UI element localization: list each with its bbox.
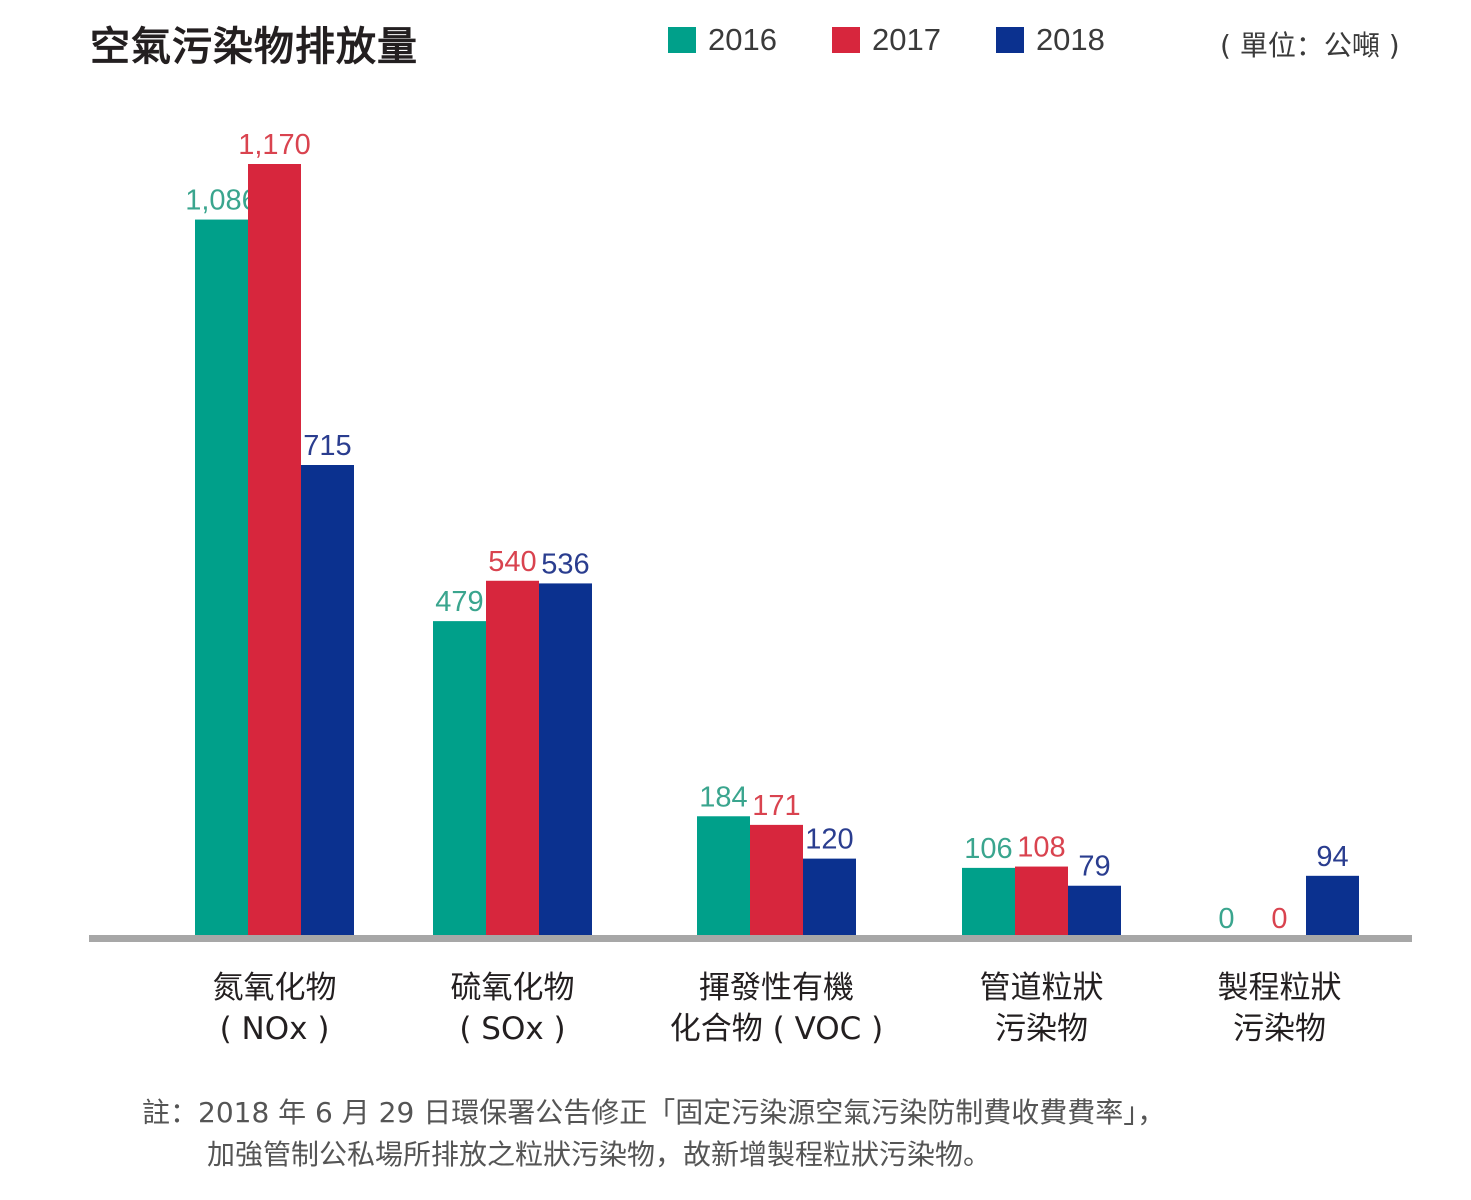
bar-2018-cat0: [301, 465, 354, 938]
bar-2017-cat2: [750, 824, 803, 938]
footnote-line-2: 加強管制公私場所排放之粒狀污染物，故新增製程粒狀污染物。: [207, 1138, 992, 1171]
bar-2016-cat1: [433, 621, 486, 938]
bar-2018-cat3: [1068, 885, 1121, 938]
data-label-2016-cat1: 479: [435, 586, 483, 618]
data-label-2018-cat1: 536: [541, 548, 589, 580]
category-label-2-line1: 化合物 ( VOC ): [670, 1011, 883, 1047]
bar-chart: 1,086 479 184 106 0 1,170 540 171 108 0 715 536 120 7…: [89, 129, 1412, 1047]
legend-label-2017: 2017: [871, 22, 941, 57]
category-label-3-line0: 管道粒狀: [980, 970, 1104, 1006]
footnote: 註：2018 年 6 月 29 日環保署公告修正「固定污染源空氣污染防制費收費費…: [142, 1092, 1165, 1176]
bar-2017-cat0: [248, 164, 301, 938]
legend-item-2018: 2018: [995, 22, 1105, 58]
unit-label: ( 單位：公噸 ): [1220, 29, 1400, 62]
data-label-2017-cat1: 540: [488, 546, 536, 578]
bar-2017-cat3: [1015, 866, 1068, 938]
x-axis-line: [89, 935, 1412, 942]
bar-2016-cat3: [962, 867, 1015, 938]
bar-2018-cat2: [803, 858, 856, 938]
bar-2018-cat1: [539, 583, 592, 938]
footnote-line-1: 註：2018 年 6 月 29 日環保署公告修正「固定污染源空氣污染防制費收費費…: [142, 1096, 1166, 1129]
bar-2016-cat2: [697, 816, 750, 938]
data-label-2018-cat3: 79: [1078, 851, 1110, 883]
data-label-2016-cat0: 1,086: [185, 185, 258, 217]
legend-swatch-2017: [831, 27, 860, 53]
category-label-1-line0: 硫氧化物: [451, 970, 575, 1006]
legend-item-2016: 2016: [668, 22, 777, 58]
category-label-2-line0: 揮發性有機: [699, 970, 854, 1006]
data-label-2017-cat4: 0: [1271, 903, 1287, 935]
bar-2018-cat4: [1306, 875, 1359, 938]
category-label-0-line0: 氮氧化物: [213, 970, 337, 1006]
legend-label-2016: 2016: [708, 22, 777, 57]
bar-2016-cat0: [195, 219, 248, 939]
data-label-2017-cat0: 1,170: [238, 129, 311, 161]
bar-2017-cat1: [486, 580, 539, 938]
category-label-4-line0: 製程粒狀: [1218, 970, 1342, 1006]
category-label-0-line1: ( NOx ): [220, 1011, 330, 1047]
category-label-4-line1: 污染物: [1233, 1011, 1326, 1047]
data-label-2018-cat4: 94: [1316, 841, 1348, 873]
data-label-2017-cat3: 108: [1017, 832, 1065, 864]
data-label-2017-cat2: 171: [752, 790, 800, 822]
category-label-3-line1: 污染物: [995, 1011, 1088, 1047]
legend-swatch-2018: [995, 27, 1024, 53]
data-label-2018-cat0: 715: [303, 430, 351, 462]
legend: 2016 2017 2018: [668, 22, 1160, 58]
data-label-2016-cat4: 0: [1218, 903, 1234, 935]
chart-title: 空氣污染物排放量: [90, 24, 418, 70]
legend-item-2017: 2017: [831, 22, 941, 58]
data-label-2016-cat3: 106: [964, 833, 1012, 865]
data-label-2016-cat2: 184: [699, 781, 747, 813]
legend-label-2018: 2018: [1035, 22, 1105, 57]
category-label-1-line1: ( SOx ): [459, 1011, 565, 1047]
legend-swatch-2016: [668, 27, 696, 53]
data-label-2018-cat2: 120: [805, 824, 853, 856]
